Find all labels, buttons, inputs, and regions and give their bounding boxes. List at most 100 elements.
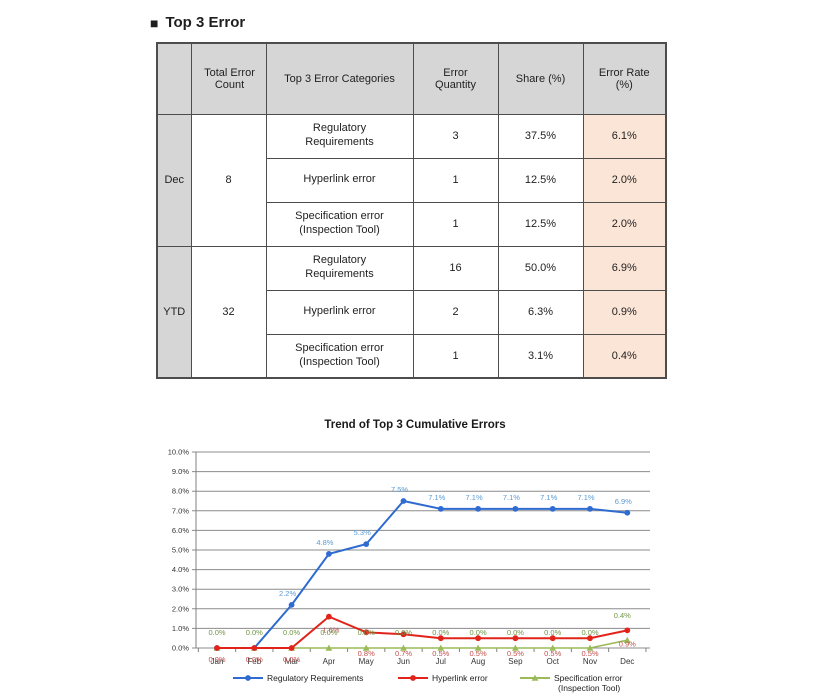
error-rate-cell: 6.9%: [582, 245, 667, 291]
triangle-marker: [549, 644, 557, 651]
error-quantity-cell: 16: [412, 245, 499, 291]
circle-marker: [549, 635, 556, 642]
group-label-cell: Dec: [156, 113, 192, 247]
chart-title: Trend of Top 3 Cumulative Errors: [324, 419, 505, 431]
data-point-label: 0.7%: [395, 649, 412, 658]
data-point-label: 0.0%: [507, 628, 524, 637]
data-point-label: 2.2%: [279, 589, 296, 598]
data-point-label: 0.0%: [320, 628, 337, 637]
page-title: ■ Top 3 Error: [150, 14, 245, 31]
circle-marker: [245, 675, 251, 681]
header-share: Share (%): [497, 42, 584, 115]
y-axis-tick-label: 2.0%: [172, 604, 189, 613]
circle-marker: [437, 635, 444, 642]
table-row: Specification error (Inspection Tool) 1 3.…: [157, 333, 667, 379]
data-point-label: 0.0%: [208, 655, 225, 664]
table-header: Total Error Count Top 3 Error Categories…: [156, 42, 667, 115]
square-bullet-icon: ■: [150, 14, 159, 31]
category-cell: Specification error (Inspection Tool): [265, 333, 414, 379]
circle-marker: [475, 635, 481, 642]
data-point-label: 0.0%: [246, 655, 263, 664]
series-line: [217, 639, 628, 649]
circle-marker: [512, 635, 519, 642]
category-cell: Hyperlink error: [265, 289, 414, 335]
data-point-label: 0.0%: [208, 628, 225, 637]
y-axis-tick-label: 9.0%: [172, 467, 189, 476]
error-rate-cell: 0.4%: [582, 333, 667, 379]
circle-marker: [624, 627, 631, 634]
header-error-quantity: Error Quantity: [412, 42, 499, 115]
data-point-label: 0.0%: [358, 628, 375, 637]
x-axis-month-label: Mar: [285, 657, 299, 666]
data-point-label: 7.1%: [577, 493, 594, 502]
data-point-label: 5.3%: [354, 528, 371, 537]
category-cell: Regulatory Requirements: [265, 245, 414, 291]
data-point-label: 0.5%: [470, 649, 487, 658]
table-row: Dec 8 Regulatory Requirements 3 37.5% 6.1%: [156, 113, 667, 247]
category-cell: Specification error (Inspection Tool): [265, 201, 414, 247]
error-rate-cell: 6.1%: [582, 113, 667, 159]
top3-error-table: Total Error Count Top 3 Error Categories…: [156, 42, 667, 379]
y-axis-tick-label: 1.0%: [172, 624, 189, 633]
data-point-label: 7.1%: [540, 493, 557, 502]
trend-chart-svg: Trend of Top 3 Cumulative Errors 0.0% 1.0%…: [168, 419, 650, 693]
category-text: Hyperlink error: [303, 305, 376, 318]
circle-marker: [326, 551, 332, 557]
circle-marker: [624, 509, 631, 516]
x-axis-month-label: Dec: [620, 657, 634, 666]
x-axis-month-label: Apr: [323, 657, 336, 666]
data-point-label: 0.0%: [470, 628, 487, 637]
triangle-marker: [474, 644, 482, 651]
x-axis-month-label: Jul: [436, 657, 446, 666]
circle-marker: [400, 631, 407, 638]
legend-label-line2: (Inspection Tool): [558, 683, 620, 693]
legend-label: Specification error: [554, 673, 623, 683]
error-rate-cell: 2.0%: [582, 201, 667, 247]
error-quantity-cell: 3: [412, 113, 499, 159]
data-point-label: 0.0%: [544, 628, 561, 637]
circle-marker: [400, 498, 407, 504]
triangle-marker: [362, 644, 370, 651]
data-point-label: 7.5%: [391, 485, 408, 494]
share-cell: 37.5%: [497, 113, 584, 159]
data-point-label: 0.0%: [395, 628, 412, 637]
data-point-label: 7.1%: [503, 493, 520, 502]
y-axis-tick-label: 10.0%: [168, 448, 190, 457]
share-cell: 12.5%: [497, 201, 584, 247]
data-point-label: 0.0%: [283, 628, 300, 637]
circle-marker: [214, 645, 220, 651]
data-point-label: 7.1%: [428, 493, 445, 502]
data-point-label: 0.0%: [432, 628, 449, 637]
share-cell: 50.0%: [497, 245, 584, 291]
data-point-label: 7.1%: [466, 493, 483, 502]
share-cell: 6.3%: [497, 289, 584, 335]
x-axis-month-label: Jun: [397, 657, 410, 666]
triangle-marker: [531, 674, 539, 681]
x-axis-month-label: Aug: [471, 657, 485, 666]
y-axis-tick-label: 8.0%: [172, 487, 189, 496]
legend-label: Regulatory Requirements: [267, 673, 363, 683]
data-point-label: 0.0%: [283, 655, 300, 664]
total-error-count-cell: 32: [190, 245, 267, 379]
circle-marker: [288, 645, 295, 651]
circle-marker: [512, 505, 519, 512]
data-point-label: 0.8%: [358, 649, 375, 658]
error-rate-cell: 2.0%: [582, 157, 667, 203]
y-axis-tick-label: 6.0%: [172, 526, 189, 535]
data-point-label: 0.5%: [581, 649, 598, 658]
group-label-cell: YTD: [156, 245, 192, 379]
triangle-marker: [400, 644, 407, 651]
error-quantity-cell: 1: [412, 333, 499, 379]
data-point-label: 0.9%: [619, 639, 636, 648]
share-cell: 3.1%: [497, 333, 584, 379]
circle-marker: [549, 505, 556, 512]
triangle-marker: [586, 644, 594, 651]
series-line: [217, 615, 628, 649]
y-axis-tick-label: 5.0%: [172, 546, 189, 555]
circle-marker: [437, 505, 444, 512]
circle-marker: [251, 645, 258, 651]
data-point-label: 0.4%: [614, 611, 631, 620]
data-point-label: 0.0%: [246, 628, 263, 637]
data-point-label: 0.0%: [581, 628, 598, 637]
triangle-marker: [437, 644, 445, 651]
